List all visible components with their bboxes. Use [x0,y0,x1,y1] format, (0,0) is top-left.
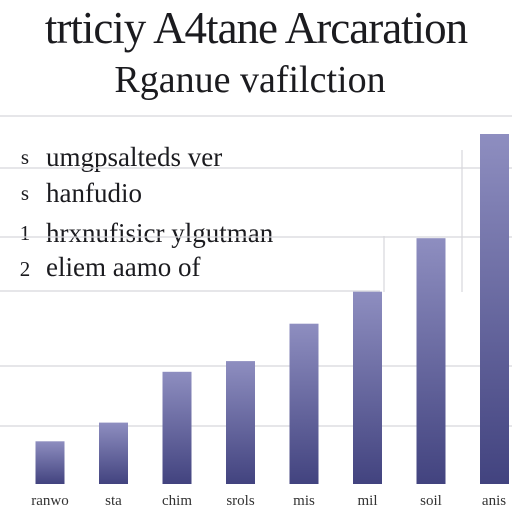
x-tick-label: mil [357,493,377,509]
bar [99,422,128,484]
x-tick-label: anis [482,493,506,509]
note-text: umgpsalteds ver [46,142,223,172]
note-text: hrxnufisicr ylgutman [46,218,274,248]
bar [480,134,509,484]
bar [35,441,65,484]
x-tick-label: chim [162,493,192,509]
note-text: hanfudio [46,178,142,208]
note-marker: s [20,181,30,205]
bar [226,361,255,484]
chart-title: trticiy A4tane Arcaration [44,3,468,53]
x-tick-label: ranwo [31,493,69,509]
bar [289,323,319,484]
x-tick-label: mis [293,493,315,509]
note-text: eliem aamo of [46,252,201,282]
note-marker: 2 [19,257,31,281]
x-tick-label: sta [105,493,122,509]
note-marker: 1 [19,221,31,245]
x-tick-label: soil [420,493,442,509]
bar [162,371,192,484]
x-tick-label: srols [226,493,255,509]
note-marker: s [20,145,30,169]
chart-subtitle: Rganue vafilction [114,59,386,101]
bar [416,238,446,484]
bar [353,291,382,484]
